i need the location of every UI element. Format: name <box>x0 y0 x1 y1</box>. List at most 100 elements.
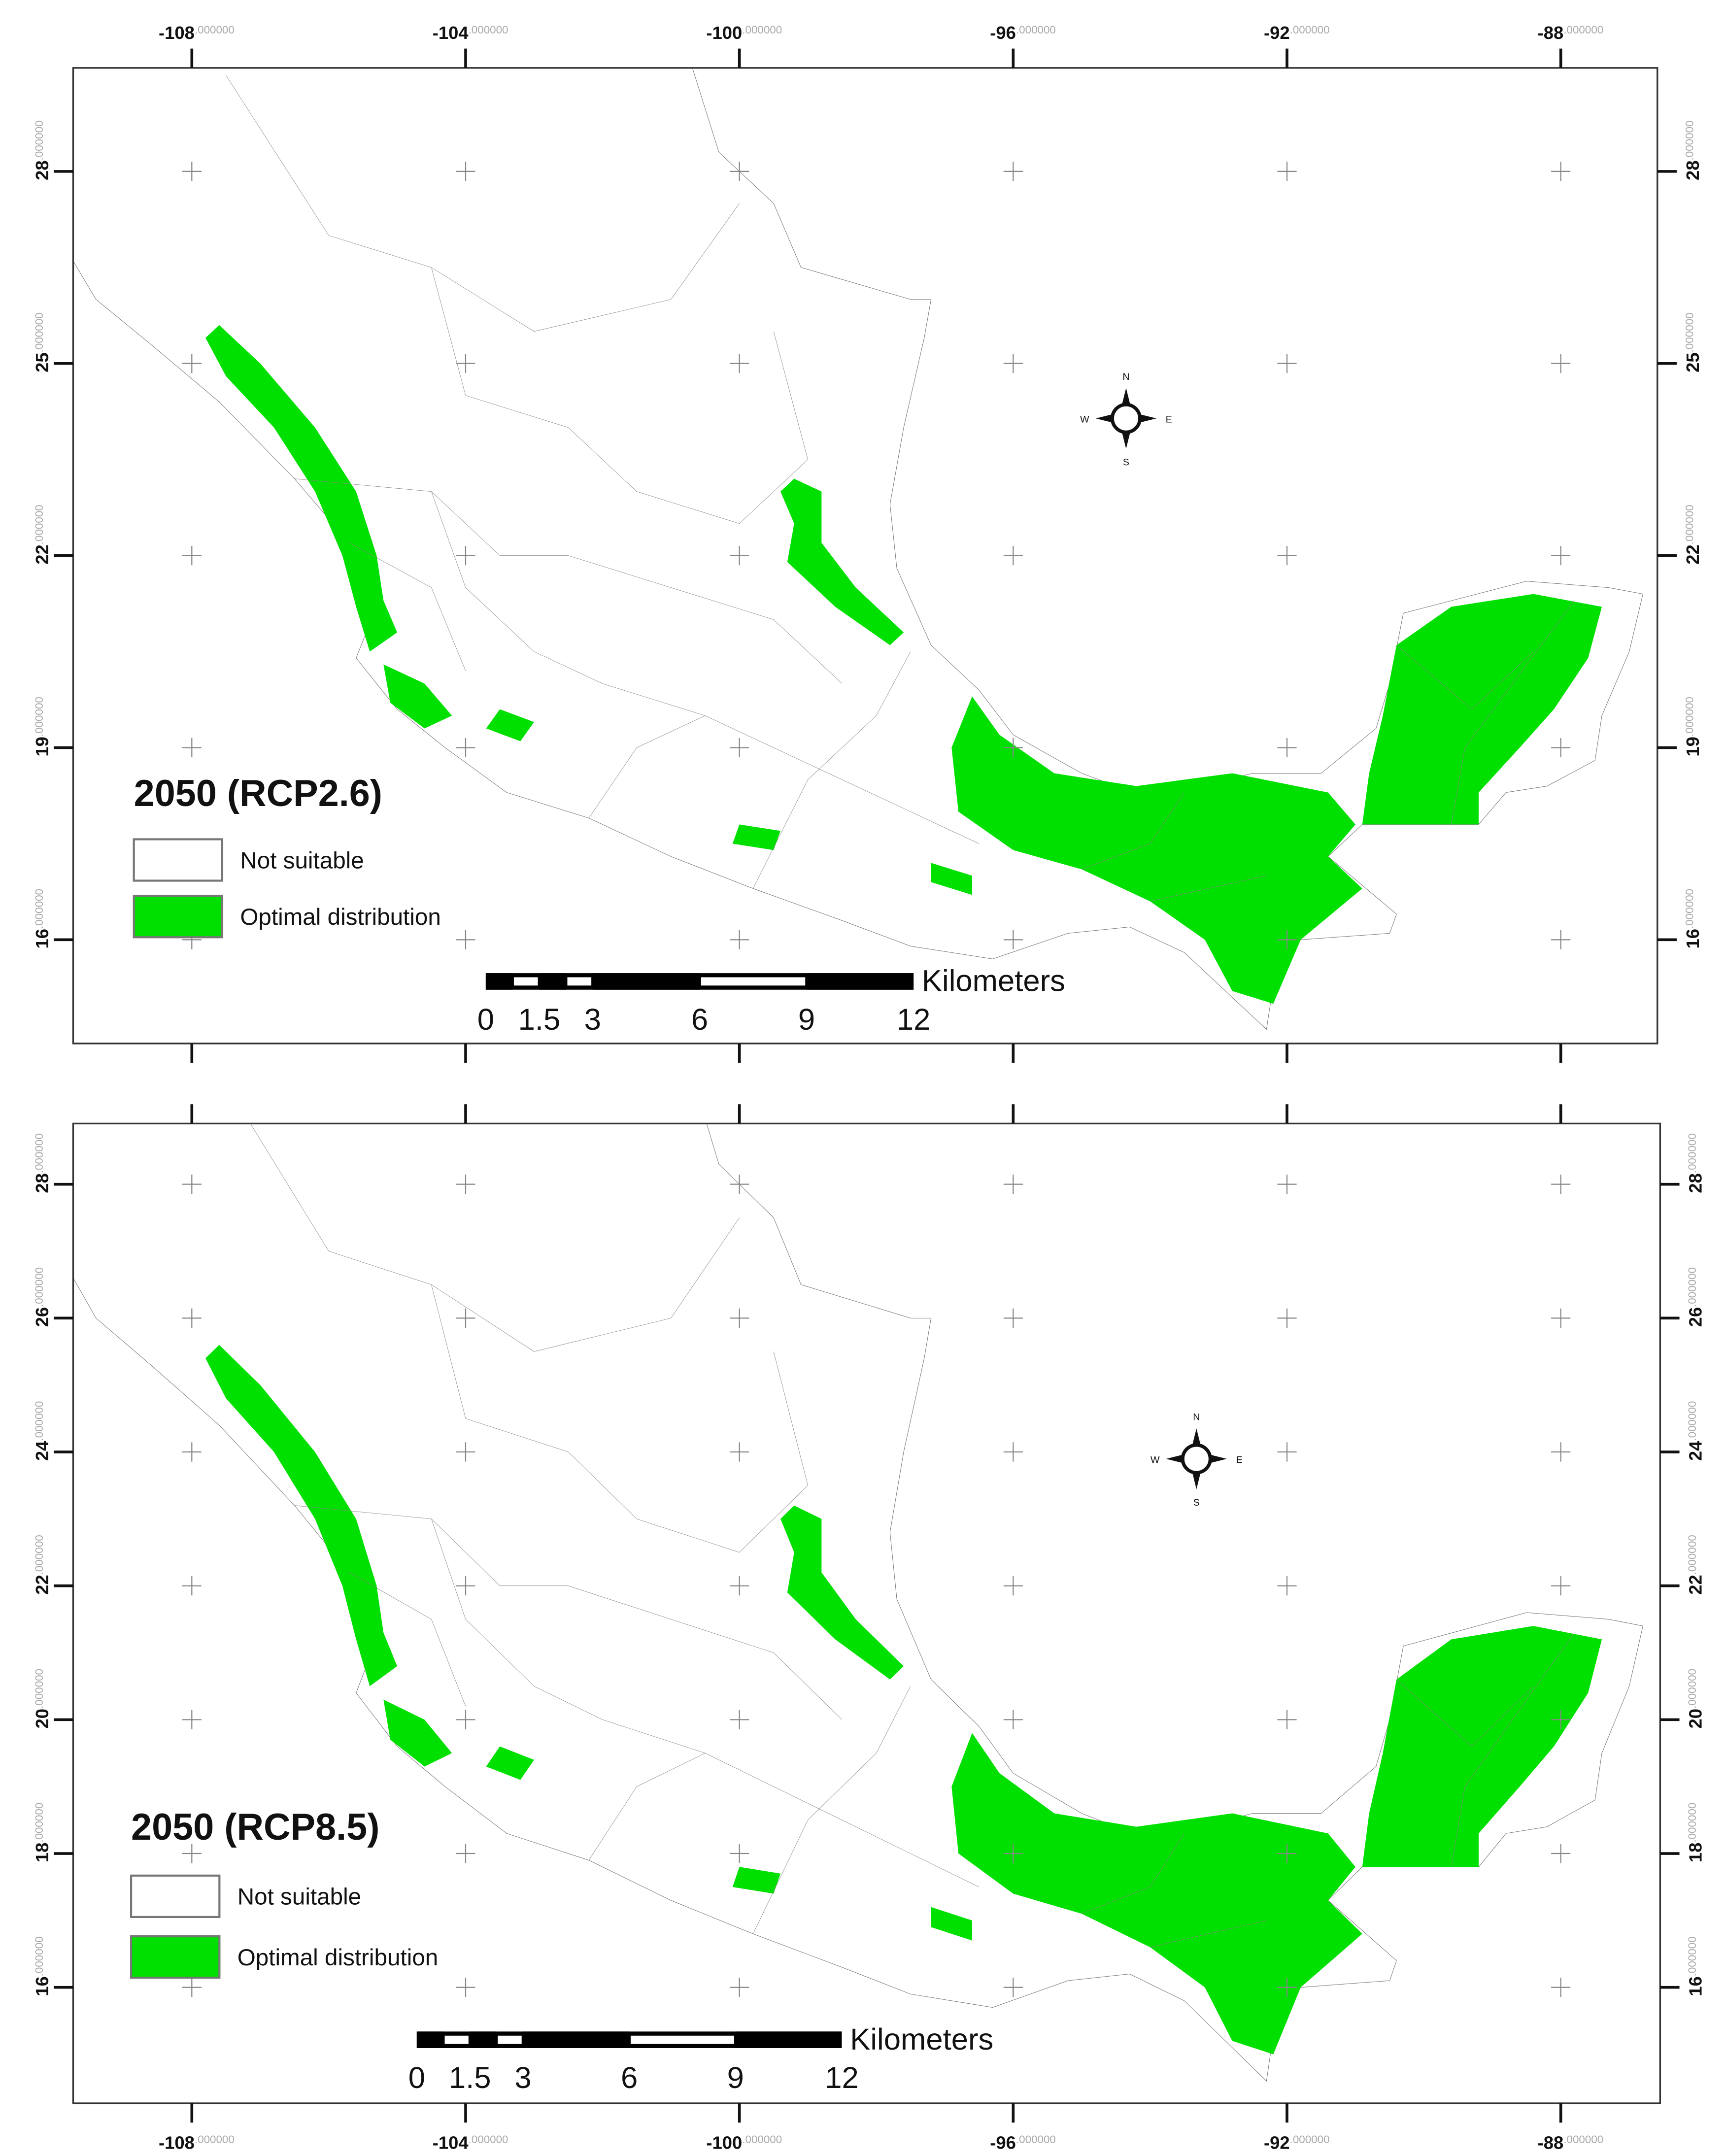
y-tick-label: 22 <box>1685 1575 1705 1595</box>
x-tick-label: -108 <box>159 23 195 43</box>
y-tick-label: 22 <box>1683 544 1703 565</box>
grid-cross <box>1277 738 1297 758</box>
map-area <box>55 43 1643 1029</box>
grid-cross <box>730 1844 749 1863</box>
grid-cross <box>182 1175 202 1194</box>
y-tick-label: 18 <box>1685 1843 1705 1863</box>
grid-cross <box>456 1710 475 1729</box>
grid-cross <box>730 1442 749 1462</box>
grid-cross <box>1277 1710 1297 1729</box>
y-tick-label: 24 <box>32 1441 52 1461</box>
x-tick-label: -88 <box>1538 23 1564 43</box>
scale-bar-segment <box>592 973 700 990</box>
x-tick-label: -104 <box>433 2132 469 2153</box>
grid-cross <box>456 162 475 181</box>
compass-arms <box>1095 388 1157 449</box>
grid-cross <box>730 162 749 181</box>
x-tick-decimals: .000000 <box>1016 24 1056 36</box>
grid-cross <box>182 1710 202 1729</box>
grid-cross <box>456 354 475 373</box>
x-tick-decimals: .000000 <box>1563 24 1603 36</box>
grid-cross <box>456 1978 475 1997</box>
y-tick-decimals: .000000 <box>33 889 45 929</box>
y-tick-decimals: .000000 <box>33 1936 45 1976</box>
scale-bar-label: 1.5 <box>518 1003 561 1037</box>
scale-bar-label: 3 <box>514 2061 531 2095</box>
grid-cross <box>456 930 475 949</box>
scale-bar-label: 3 <box>584 1003 601 1037</box>
scale-bar-label: 9 <box>798 1003 815 1037</box>
grid-cross <box>1551 930 1571 949</box>
grid-cross <box>1277 1576 1297 1596</box>
y-tick-label: 24 <box>1685 1441 1705 1461</box>
y-tick-decimals: .000000 <box>33 1669 45 1709</box>
y-tick-label: 22 <box>32 1575 52 1595</box>
y-tick-decimals: .000000 <box>1684 697 1696 737</box>
grid-cross <box>182 1442 202 1462</box>
grid-cross <box>1551 1175 1571 1194</box>
map-title: 2050 (RCP2.6) <box>134 773 382 814</box>
frame <box>72 1122 1661 2104</box>
x-tick-decimals: .000000 <box>1563 2133 1603 2146</box>
x-tick-label: -100 <box>706 23 742 43</box>
y-tick-decimals: .000000 <box>1684 121 1696 161</box>
compass-w: W <box>1080 414 1089 425</box>
compass-arms <box>1166 1428 1227 1489</box>
compass-e: E <box>1236 1454 1243 1465</box>
grid-cross <box>182 738 202 758</box>
legend-swatch <box>130 1935 221 1979</box>
x-tick-label: -104 <box>433 23 469 43</box>
map-panel: -108.000000 -104.000000 -100.000000 -96.000… <box>32 1104 1705 2153</box>
grid-cross <box>730 354 749 373</box>
grid-cross <box>730 1175 749 1194</box>
map-panel: -108.000000 -104.000000 -100.000000 -96.000… <box>32 23 1703 1063</box>
y-tick-label: 28 <box>1685 1173 1705 1193</box>
scale-bar-label: 12 <box>897 1003 931 1037</box>
compass-s: S <box>1193 1497 1200 1508</box>
y-tick-decimals: .000000 <box>33 1267 45 1307</box>
y-tick-decimals: .000000 <box>33 1803 45 1843</box>
grid-cross <box>1551 162 1571 181</box>
grid-cross <box>1003 930 1023 949</box>
scale-bar-segment <box>701 977 806 986</box>
compass-n: N <box>1122 371 1129 382</box>
y-tick-decimals: .000000 <box>1686 1936 1698 1976</box>
scale-bar-label: 12 <box>825 2061 859 2095</box>
map-title: 2050 (RCP8.5) <box>131 1807 379 1848</box>
scale-bar-segment <box>416 2031 443 2048</box>
grid-cross <box>1003 1576 1023 1596</box>
grid-cross <box>182 162 202 181</box>
y-tick-label: 26 <box>1685 1307 1705 1327</box>
grid-cross <box>182 1308 202 1328</box>
grid-cross <box>1551 1978 1571 1997</box>
grid-cross <box>456 1576 475 1596</box>
grid-cross <box>730 1978 749 1997</box>
x-tick-label: -92 <box>1264 2132 1290 2153</box>
scale-bar-segment <box>539 973 566 990</box>
y-tick-decimals: .000000 <box>33 312 45 352</box>
x-tick-label: -100 <box>706 2132 742 2153</box>
scale-bar-segment <box>630 2035 735 2044</box>
grid-cross <box>456 546 475 566</box>
grid-cross <box>1003 1710 1023 1729</box>
x-tick-decimals: .000000 <box>1016 2133 1056 2146</box>
grid-cross <box>730 738 749 758</box>
y-tick-decimals: .000000 <box>33 697 45 737</box>
y-tick-decimals: .000000 <box>1684 312 1696 352</box>
y-tick-label: 18 <box>32 1843 52 1863</box>
y-tick-label: 28 <box>32 1173 52 1193</box>
scale-bar-label: 9 <box>727 2061 744 2095</box>
y-tick-label: 22 <box>32 544 52 565</box>
legend-label: Not suitable <box>237 1884 361 1910</box>
grid-cross <box>1277 1978 1297 1997</box>
grid-cross <box>1003 546 1023 566</box>
y-tick-label: 16 <box>1685 1976 1705 1996</box>
scale-bar-label: 6 <box>691 1003 708 1037</box>
grid-cross <box>456 1442 475 1462</box>
compass-ring <box>1110 403 1142 434</box>
grid-cross <box>182 546 202 566</box>
x-tick-label: -88 <box>1538 2132 1564 2153</box>
x-tick-label: -92 <box>1264 23 1290 43</box>
grid-cross <box>730 1308 749 1328</box>
